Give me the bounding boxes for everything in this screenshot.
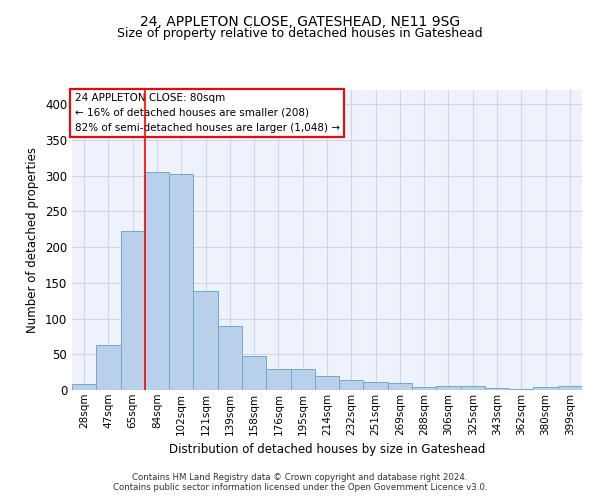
Bar [145,172,169,390]
Bar [509,388,533,390]
Bar [315,376,339,390]
Bar [290,368,315,390]
Bar [436,386,461,390]
Bar [121,232,145,390]
Text: Contains HM Land Registry data © Crown copyright and database right 2024.
Contai: Contains HM Land Registry data © Crown c… [113,473,487,492]
Bar [72,384,96,390]
Text: Size of property relative to detached houses in Gateshead: Size of property relative to detached ho… [117,28,483,40]
X-axis label: Distribution of detached houses by size in Gateshead: Distribution of detached houses by size … [169,443,485,456]
Bar [533,387,558,390]
Bar [266,368,290,390]
Bar [96,345,121,390]
Bar [364,382,388,390]
Bar [461,386,485,390]
Text: 24, APPLETON CLOSE, GATESHEAD, NE11 9SG: 24, APPLETON CLOSE, GATESHEAD, NE11 9SG [140,15,460,29]
Y-axis label: Number of detached properties: Number of detached properties [26,147,40,333]
Bar [339,380,364,390]
Bar [485,388,509,390]
Bar [412,387,436,390]
Bar [218,326,242,390]
Bar [169,174,193,390]
Text: 24 APPLETON CLOSE: 80sqm
← 16% of detached houses are smaller (208)
82% of semi-: 24 APPLETON CLOSE: 80sqm ← 16% of detach… [74,93,340,132]
Bar [558,386,582,390]
Bar [193,290,218,390]
Bar [388,383,412,390]
Bar [242,356,266,390]
